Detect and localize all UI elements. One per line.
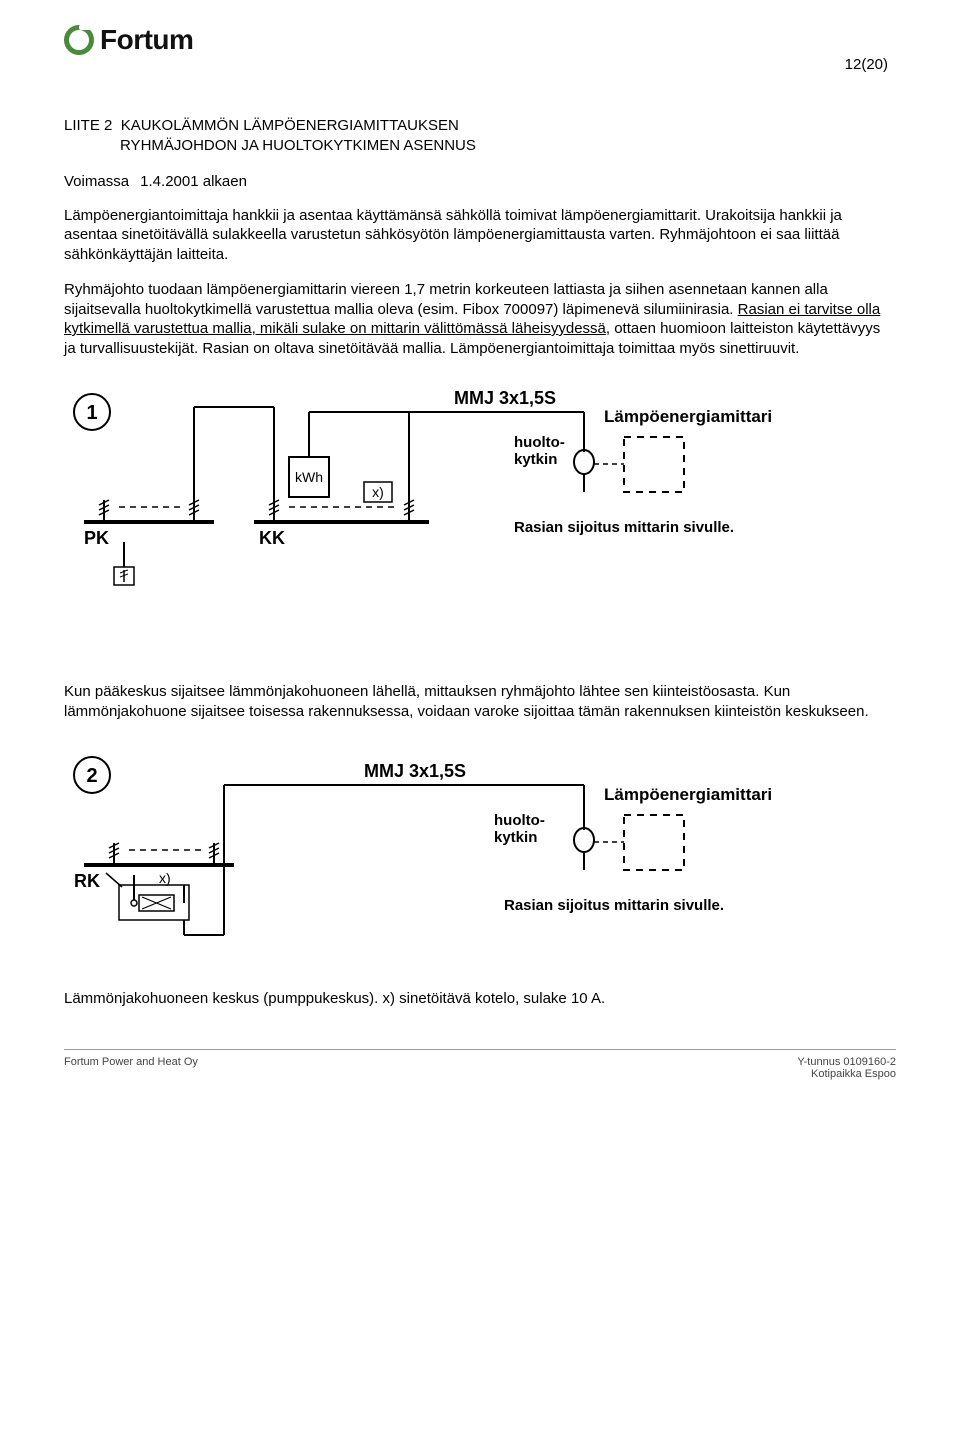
d1-pk: PK	[84, 528, 109, 548]
d2-meter: Lämpöenergiamittari	[604, 785, 772, 804]
brand-name: Fortum	[100, 24, 193, 56]
validity-row: Voimassa 1.4.2001 alkaen	[64, 173, 896, 190]
footer-kotipaikka: Kotipaikka Espoo	[797, 1068, 896, 1080]
d2-caption: Rasian sijoitus mittarin sivulle.	[504, 897, 724, 914]
d1-meter: Lämpöenergiamittari	[604, 407, 772, 426]
p2-part-a: Ryhmäjohto tuodaan lämpöenergiamittarin …	[64, 281, 828, 318]
paragraph-2: Ryhmäjohto tuodaan lämpöenergiamittarin …	[64, 280, 896, 358]
page-number: 12(20)	[845, 56, 888, 73]
paragraph-3: Kun pääkeskus sijaitsee lämmönjakohuonee…	[64, 682, 896, 721]
d1-kwh: kWh	[295, 469, 323, 485]
d2-sw1: huolto-	[494, 812, 545, 829]
fortum-logo-icon	[64, 25, 94, 55]
page-footer: Fortum Power and Heat Oy Y-tunnus 010916…	[64, 1049, 896, 1080]
footer-ytunnus: Y-tunnus 0109160-2	[797, 1056, 896, 1068]
diagram-2: 2 RK x)	[64, 745, 896, 965]
title-prefix: LIITE 2	[64, 117, 112, 134]
diagram-2-svg: 2 RK x)	[64, 745, 864, 965]
d1-circle-num: 1	[86, 402, 97, 424]
paragraph-1: Lämpöenergiantoimittaja hankkii ja asent…	[64, 206, 896, 265]
footer-left: Fortum Power and Heat Oy	[64, 1056, 198, 1080]
diagram-1: 1 PK	[64, 382, 896, 602]
d1-cable: MMJ 3x1,5S	[454, 388, 556, 408]
validity-value: 1.4.2001 alkaen	[140, 173, 247, 190]
document-page: Fortum 12(20) LIITE 2 KAUKOLÄMMÖN LÄMPÖE…	[0, 0, 960, 1380]
title-line-2: RYHMÄJOHDON JA HUOLTOKYTKIMEN ASENNUS	[64, 136, 896, 156]
d2-sw2: kytkin	[494, 829, 537, 846]
d1-kk: KK	[259, 528, 285, 548]
title-line-1: LIITE 2 KAUKOLÄMMÖN LÄMPÖENERGIAMITTAUKS…	[64, 116, 896, 136]
validity-label: Voimassa	[64, 173, 136, 190]
paragraph-4: Lämmönjakohuoneen keskus (pumppukeskus).…	[64, 989, 896, 1009]
d1-caption: Rasian sijoitus mittarin sivulle.	[514, 519, 734, 536]
title-block: LIITE 2 KAUKOLÄMMÖN LÄMPÖENERGIAMITTAUKS…	[64, 116, 896, 157]
diagram-1-svg: 1 PK	[64, 382, 864, 602]
d2-x: x)	[159, 870, 171, 886]
d1-x: x)	[372, 484, 384, 500]
page-header: Fortum	[64, 24, 896, 56]
d1-sw2: kytkin	[514, 451, 557, 468]
d2-rk: RK	[74, 871, 100, 891]
title-rest: KAUKOLÄMMÖN LÄMPÖENERGIAMITTAUKSEN	[121, 117, 459, 134]
d2-cable: MMJ 3x1,5S	[364, 761, 466, 781]
footer-right: Y-tunnus 0109160-2 Kotipaikka Espoo	[797, 1056, 896, 1080]
d1-sw1: huolto-	[514, 434, 565, 451]
d2-circle-num: 2	[86, 765, 97, 787]
